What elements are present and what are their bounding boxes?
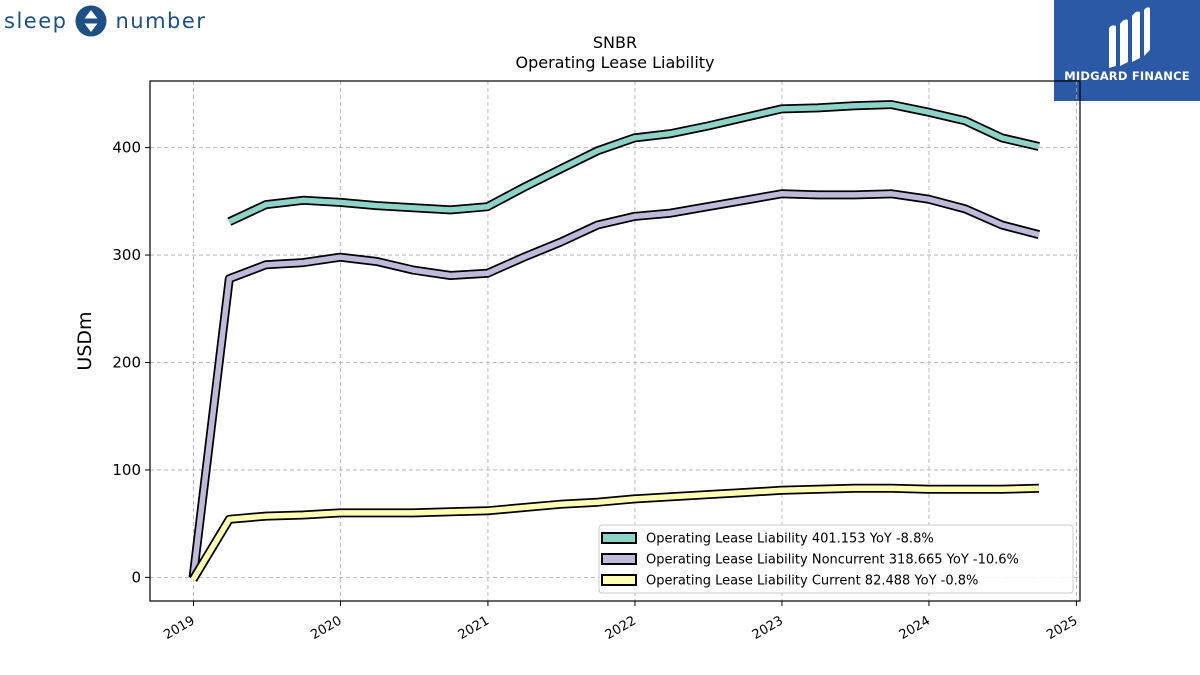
x-tick-label: 2019	[161, 613, 197, 643]
x-tick-label: 2022	[603, 613, 639, 643]
series-line-1	[228, 101, 1040, 225]
legend: Operating Lease Liability 401.153 YoY -8…	[598, 524, 1074, 594]
legend-box	[598, 524, 1074, 594]
x-tick-label: 2023	[750, 613, 786, 643]
x-tick-label: 2021	[456, 613, 492, 643]
chart-title: SNBR	[593, 33, 637, 52]
sleep-number-mark-icon	[75, 5, 107, 37]
chart-grid	[150, 81, 1080, 601]
y-tick-label: 200	[112, 353, 141, 371]
legend-label: Operating Lease Liability Noncurrent 318…	[646, 553, 1019, 568]
midgard-logo-text: MIDGARD FINANCE	[1064, 69, 1190, 83]
legend-label: Operating Lease Liability 401.153 YoY -8…	[646, 532, 934, 547]
plot-frame	[149, 80, 1081, 602]
logo-word-sleep: sleep	[4, 9, 68, 33]
x-axis: 2019 2020 2021 2022 2023 2024 2025	[161, 601, 1080, 643]
chart-series	[188, 100, 1041, 582]
legend-swatch	[601, 553, 637, 565]
y-tick-label: 300	[112, 246, 141, 264]
y-tick-label: 100	[112, 461, 141, 479]
y-axis: 0 100 200 300 400	[112, 139, 150, 586]
y-tick-label: 400	[112, 139, 141, 157]
sleep-number-logo: sleep number	[4, 4, 206, 38]
logo-word-number: number	[115, 9, 207, 33]
series-line-2	[190, 191, 1040, 578]
y-axis-label: USDm	[74, 311, 96, 370]
midgard-mark-icon	[1109, 7, 1150, 68]
x-tick-label: 2024	[897, 613, 933, 643]
legend-label: Operating Lease Liability Current 82.488…	[646, 574, 978, 589]
chart-subtitle: Operating Lease Liability	[515, 53, 714, 72]
legend-swatch	[601, 574, 637, 586]
x-tick-label: 2020	[308, 613, 344, 643]
legend-swatch	[601, 532, 637, 544]
x-tick-label: 2025	[1044, 613, 1080, 643]
series-line-3	[190, 485, 1039, 581]
y-tick-label: 0	[131, 568, 141, 586]
midgard-finance-logo: MIDGARD FINANCE	[1054, 0, 1200, 101]
series-line-outline	[188, 189, 1041, 578]
